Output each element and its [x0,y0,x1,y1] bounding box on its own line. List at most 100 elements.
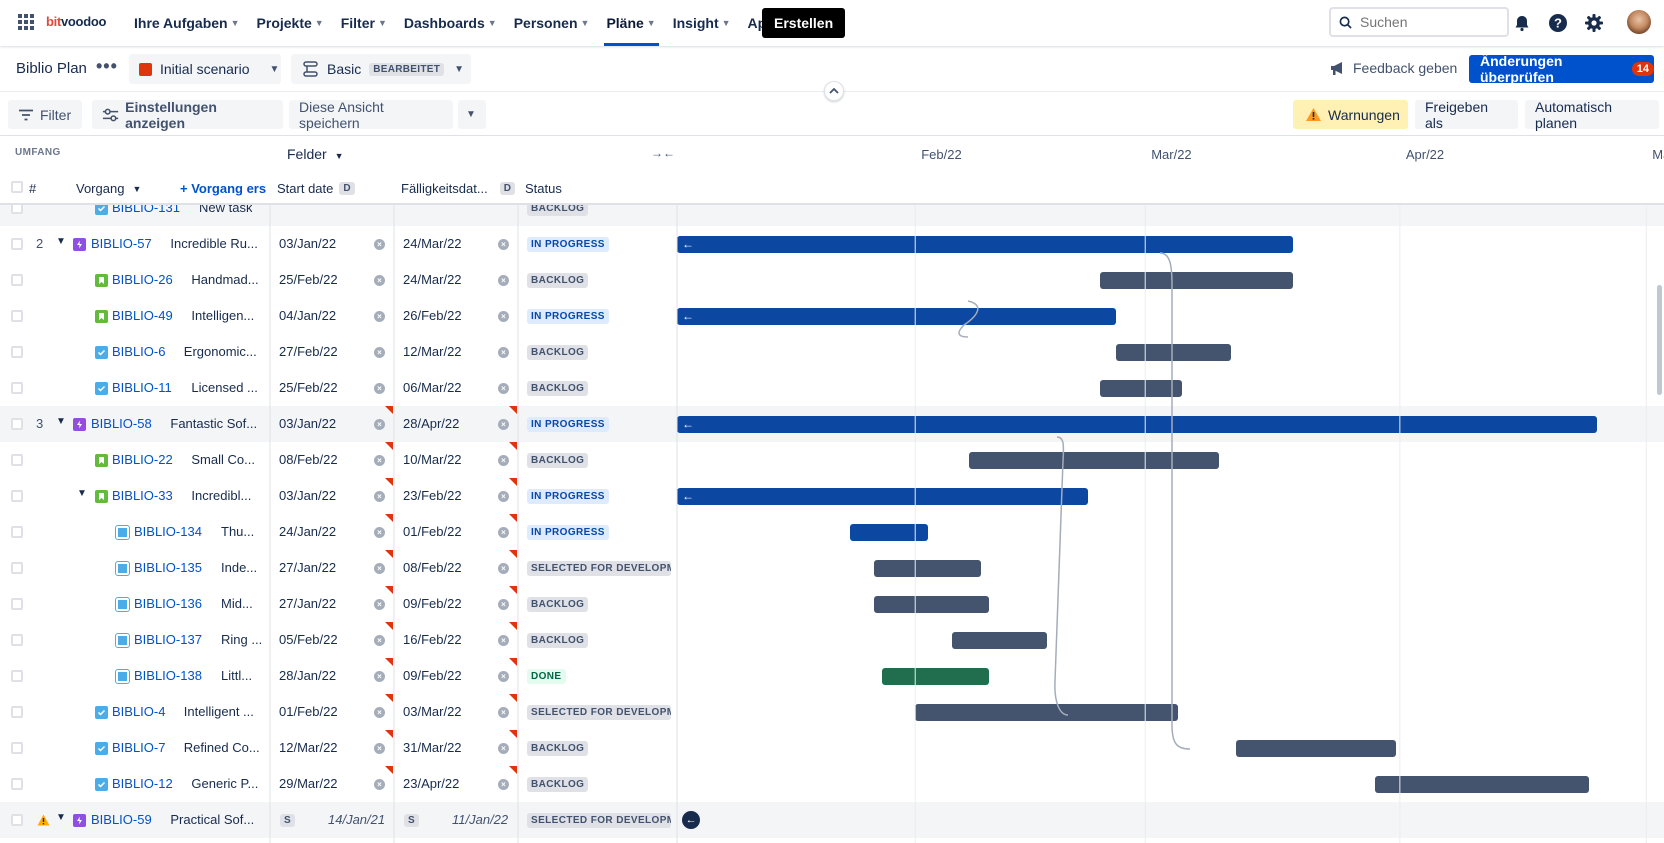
timeline-bar[interactable]: ← [677,308,1117,325]
issue-key-link[interactable]: BIBLIO-22 [112,452,173,467]
status-lozenge[interactable]: BACKLOG [527,633,589,648]
clear-date-icon[interactable]: × [374,455,385,466]
due-date-value[interactable]: 09/Feb/22 [403,668,462,683]
row-checkbox[interactable] [11,274,23,286]
expand-chevron-icon[interactable]: ▼ [56,416,66,427]
row-checkbox[interactable] [11,706,23,718]
expand-chevron-icon[interactable]: ▼ [56,236,66,247]
timeline-bar[interactable] [952,632,1047,649]
table-row[interactable]: BIBLIO-131 New task BACKLOG [0,205,1664,226]
issue-key-link[interactable]: BIBLIO-12 [112,776,173,791]
issue-key-link[interactable]: BIBLIO-11 [112,380,172,395]
clear-date-icon[interactable]: × [498,275,509,286]
timeline-bar[interactable]: ← [677,416,1597,433]
start-date-value[interactable]: 08/Feb/22 [279,452,338,467]
save-view-menu-button[interactable]: ▼ [458,100,486,129]
clear-date-icon[interactable]: × [374,635,385,646]
issue-summary[interactable]: Generic P... [191,776,259,791]
app-switcher-icon[interactable] [18,14,34,30]
status-lozenge[interactable]: BACKLOG [527,777,589,792]
clear-date-icon[interactable]: × [374,527,385,538]
due-date-value[interactable]: 01/Feb/22 [403,524,462,539]
row-checkbox[interactable] [11,382,23,394]
row-checkbox[interactable] [11,778,23,790]
start-date-value[interactable]: 03/Jan/22 [279,416,337,431]
start-date-value[interactable]: 29/Mar/22 [279,776,338,791]
status-lozenge[interactable]: BACKLOG [527,453,589,468]
review-changes-button[interactable]: Änderungen überprüfen 14 [1469,53,1654,85]
scenario-selector[interactable]: Initial scenario ▼ [129,54,281,84]
status-lozenge[interactable]: SELECTED FOR DEVELOPMENT [527,705,671,720]
timeline-bar[interactable] [882,668,990,685]
clear-date-icon[interactable]: × [498,599,509,610]
row-checkbox[interactable] [11,490,23,502]
row-checkbox[interactable] [11,454,23,466]
issue-summary[interactable]: Handmad... [191,272,259,287]
table-row[interactable]: BIBLIO-22 Small Co... 08/Feb/22 × 10/Mar/22 ×… [0,442,1664,478]
settings-gear-icon[interactable] [1582,11,1606,35]
timeline-bar[interactable] [915,704,1179,721]
help-icon[interactable]: ? [1546,11,1570,35]
expand-chevron-icon[interactable]: ▼ [56,812,66,823]
issue-key-link[interactable]: BIBLIO-6 [112,344,166,359]
issue-summary[interactable]: Practical Sof... [170,812,255,827]
clear-date-icon[interactable]: × [498,419,509,430]
clear-date-icon[interactable]: × [498,707,509,718]
issue-key-link[interactable]: BIBLIO-49 [112,308,173,323]
clear-date-icon[interactable]: × [498,635,509,646]
timeline-bar[interactable] [874,596,990,613]
table-row[interactable]: BIBLIO-4 Intelligent ... 01/Feb/22 × 03/Mar/… [0,694,1664,730]
select-all-checkbox[interactable] [11,181,23,193]
nav-item[interactable]: Personen ▼ [506,0,599,46]
timeline-bar[interactable] [968,452,1220,469]
due-date-value[interactable]: 12/Mar/22 [403,344,462,359]
column-issue[interactable]: Vorgang ▼ [76,181,141,196]
issue-summary[interactable]: Intelligent ... [183,704,254,719]
start-date-value[interactable]: 12/Mar/22 [279,740,338,755]
row-checkbox[interactable] [11,310,23,322]
timeline-bar[interactable]: ← [677,236,1294,253]
create-issue-button[interactable]: + Vorgang ers [180,181,267,196]
clear-date-icon[interactable]: × [374,275,385,286]
status-lozenge[interactable]: BACKLOG [527,381,589,396]
clear-date-icon[interactable]: × [374,311,385,322]
timeline-bar[interactable] [874,560,981,577]
row-checkbox[interactable] [11,742,23,754]
clear-date-icon[interactable]: × [374,383,385,394]
search-input[interactable] [1360,14,1500,30]
issue-key-link[interactable]: BIBLIO-137 [134,632,202,647]
status-lozenge[interactable]: IN PROGRESS [527,489,609,504]
start-date-value[interactable]: 28/Jan/22 [279,668,337,683]
feedback-button[interactable]: Feedback geben [1329,60,1457,76]
timeline-bar[interactable] [849,524,928,541]
nav-item[interactable]: Filter ▼ [333,0,396,46]
more-actions-icon[interactable]: ••• [96,56,118,76]
timeline-bar[interactable] [1375,776,1589,793]
clear-date-icon[interactable]: × [498,491,509,502]
table-row[interactable]: BIBLIO-138 Littl... 28/Jan/22 × 09/Feb/22 × DO… [0,658,1664,694]
timeline-bar[interactable] [1116,344,1232,361]
timeline-bar[interactable] [1100,380,1183,397]
issue-summary[interactable]: Incredibl... [191,488,252,503]
issue-summary[interactable]: Fantastic Sof... [170,416,258,431]
brand-logo[interactable]: bitvoodoo [46,14,106,29]
table-row[interactable]: BIBLIO-6 Ergonomic... 27/Feb/22 × 12/Mar/22 ×… [0,334,1664,370]
start-date-value[interactable]: 03/Jan/22 [279,236,337,251]
notifications-icon[interactable] [1510,11,1534,35]
start-date-value[interactable]: 27/Feb/22 [279,344,338,359]
due-date-value[interactable]: 23/Apr/22 [403,776,460,791]
status-lozenge[interactable]: IN PROGRESS [527,525,609,540]
row-checkbox[interactable] [11,526,23,538]
table-row[interactable]: BIBLIO-11 Licensed ... 25/Feb/22 × 06/Mar/22… [0,370,1664,406]
start-date-value[interactable]: 27/Jan/22 [279,560,337,575]
due-date-value[interactable]: 09/Feb/22 [403,596,462,611]
collapse-header-button[interactable] [824,81,844,101]
status-lozenge[interactable]: BACKLOG [527,205,589,216]
due-date-value[interactable]: 06/Mar/22 [403,380,462,395]
auto-schedule-button[interactable]: Automatisch planen [1525,99,1659,131]
clear-date-icon[interactable]: × [374,743,385,754]
clear-date-icon[interactable]: × [374,239,385,250]
issue-key-link[interactable]: BIBLIO-7 [112,740,166,755]
start-date-value[interactable]: 05/Feb/22 [279,632,338,647]
clear-date-icon[interactable]: × [498,455,509,466]
